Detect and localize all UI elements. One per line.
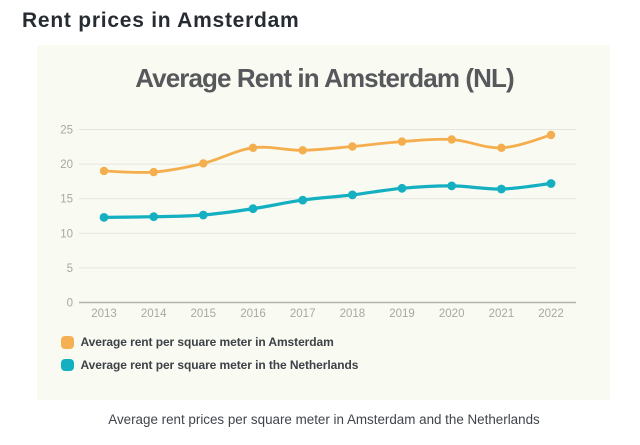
svg-text:2013: 2013 bbox=[91, 308, 117, 320]
svg-text:2015: 2015 bbox=[191, 308, 217, 320]
svg-text:2017: 2017 bbox=[290, 308, 316, 320]
svg-text:2021: 2021 bbox=[489, 308, 515, 320]
svg-text:2014: 2014 bbox=[141, 308, 167, 320]
svg-text:2020: 2020 bbox=[439, 308, 465, 320]
svg-text:15: 15 bbox=[60, 194, 73, 206]
svg-text:2016: 2016 bbox=[240, 308, 266, 320]
svg-text:0: 0 bbox=[67, 298, 73, 310]
svg-text:25: 25 bbox=[60, 125, 73, 137]
svg-text:10: 10 bbox=[60, 228, 73, 240]
svg-text:2022: 2022 bbox=[538, 308, 564, 320]
svg-text:20: 20 bbox=[60, 159, 73, 171]
svg-text:2018: 2018 bbox=[340, 308, 366, 320]
svg-text:5: 5 bbox=[67, 263, 73, 275]
svg-text:2019: 2019 bbox=[389, 308, 415, 320]
